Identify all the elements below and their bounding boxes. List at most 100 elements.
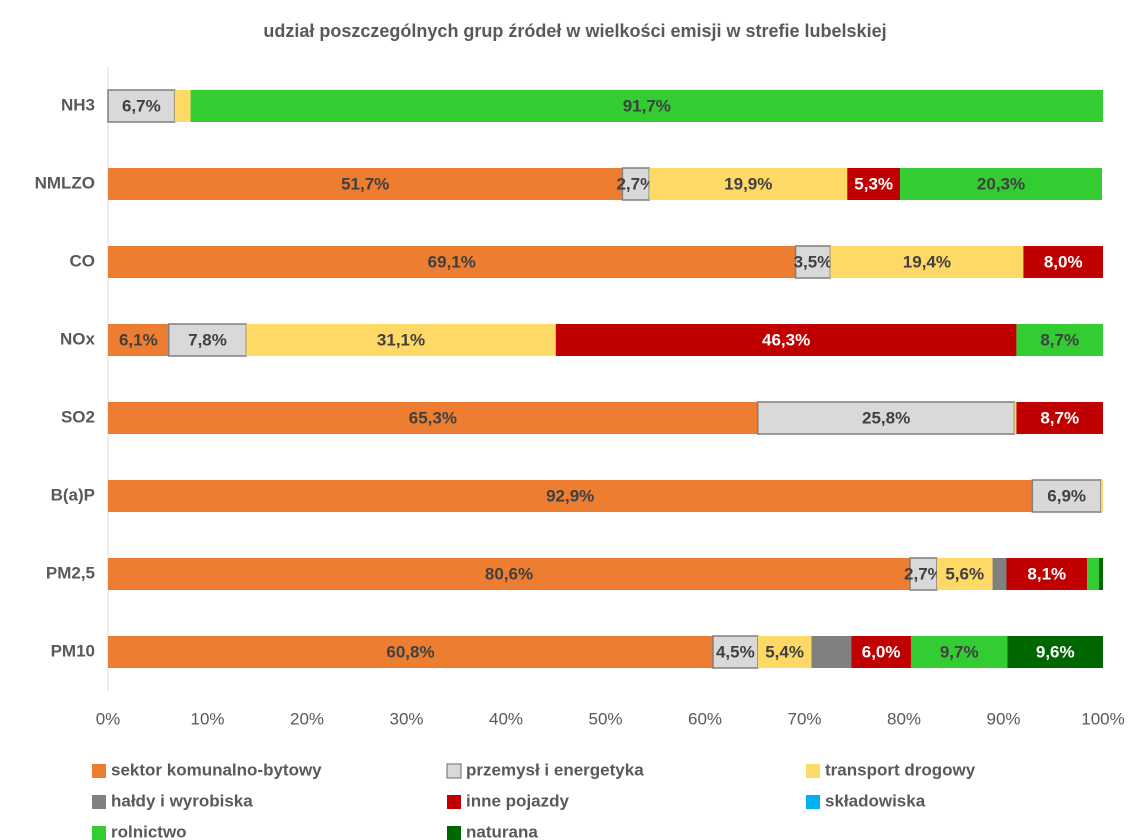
category-label: PM2,5 (46, 563, 95, 582)
legend-swatch (92, 826, 106, 840)
legend-label: sektor komunalno-bytowy (111, 760, 322, 779)
data-label: 92,9% (546, 486, 594, 505)
data-label: 3,5% (794, 252, 833, 271)
bar-segment (649, 168, 848, 200)
category-label: SO2 (61, 407, 95, 426)
bar-segment (811, 636, 852, 668)
data-label: 5,6% (945, 564, 984, 583)
data-label: 46,3% (762, 330, 810, 349)
bar-segment (900, 168, 1103, 200)
x-tick-label: 10% (190, 709, 224, 728)
bar-segment (108, 480, 1033, 512)
bar-segment (108, 324, 169, 356)
bar-segment (909, 557, 938, 591)
bar-segment (992, 558, 1007, 590)
bar-segment (1023, 246, 1103, 278)
x-tick-label: 0% (96, 709, 121, 728)
bar-segment (851, 636, 911, 668)
data-label: 51,7% (341, 174, 389, 193)
bar-segment (794, 245, 832, 279)
bar-segment (1087, 558, 1100, 590)
data-label: 7,8% (188, 330, 227, 349)
x-tick-label: 90% (986, 709, 1020, 728)
data-label: 6,9% (1047, 486, 1086, 505)
legend-swatch (92, 795, 106, 809)
data-label: 19,9% (724, 174, 772, 193)
bar-segment (190, 90, 1103, 122)
data-label: 20,3% (977, 174, 1025, 193)
bar-segment (1101, 480, 1103, 512)
bar-segment (167, 323, 248, 357)
bar-segment (936, 558, 993, 590)
legend-swatch (447, 826, 461, 840)
bar-segment (246, 324, 556, 356)
legend-label: naturana (466, 822, 538, 840)
x-tick-label: 40% (489, 709, 523, 728)
bar-segment (108, 402, 758, 434)
bar-segment (108, 168, 623, 200)
data-label: 6,1% (119, 330, 158, 349)
x-tick-label: 50% (588, 709, 622, 728)
category-label: NH3 (61, 95, 95, 114)
legend-label: rolnictwo (111, 822, 187, 840)
legend-label: hałdy i wyrobiska (111, 791, 253, 810)
data-label: 2,7% (616, 174, 655, 193)
bar-segment (847, 168, 901, 200)
bar-segment (1031, 479, 1102, 513)
bar-segment (1006, 558, 1088, 590)
data-label: 8,7% (1040, 330, 1079, 349)
legend-label: transport drogowy (825, 760, 976, 779)
bar-segment (1014, 402, 1017, 434)
bar-segment (1016, 324, 1103, 356)
data-label: 2,7% (904, 564, 943, 583)
bar-segment (621, 167, 651, 201)
bar-segment (830, 246, 1024, 278)
category-label: PM10 (51, 641, 95, 660)
data-label: 5,3% (854, 174, 893, 193)
legend-label: przemysł i energetyka (466, 760, 644, 779)
bar-segment (757, 636, 812, 668)
data-label: 8,1% (1027, 564, 1066, 583)
bar-segment (910, 636, 1008, 668)
x-tick-label: 70% (787, 709, 821, 728)
data-label: 4,5% (716, 642, 755, 661)
x-tick-label: 80% (887, 709, 921, 728)
data-label: 6,0% (862, 642, 901, 661)
bar-segment (1099, 558, 1103, 590)
data-label: 65,3% (409, 408, 457, 427)
bar-segment (108, 246, 796, 278)
legend-swatch (447, 795, 461, 809)
bar-segment (555, 324, 1017, 356)
chart-title: udział poszczególnych grup źródeł w wiel… (263, 21, 886, 41)
x-tick-label: 60% (688, 709, 722, 728)
legend-swatch (806, 795, 820, 809)
data-label: 25,8% (862, 408, 910, 427)
legend-label: inne pojazdy (466, 791, 570, 810)
bar-segment (108, 558, 910, 590)
x-tick-label: 30% (389, 709, 423, 728)
data-label: 8,7% (1040, 408, 1079, 427)
data-label: 80,6% (485, 564, 533, 583)
legend-swatch (92, 764, 106, 778)
legend-label: składowiska (825, 791, 926, 810)
data-label: 69,1% (428, 252, 476, 271)
category-label: NMLZO (35, 173, 95, 192)
bar-segment (1016, 402, 1103, 434)
legend-swatch (446, 763, 462, 779)
bar-segment (108, 636, 713, 668)
data-label: 19,4% (903, 252, 951, 271)
bar-segment (756, 401, 1016, 435)
data-label: 31,1% (377, 330, 425, 349)
data-label: 6,7% (122, 96, 161, 115)
bar-segment (174, 90, 191, 122)
data-label: 9,7% (940, 642, 979, 661)
legend-swatch (806, 764, 820, 778)
data-label: 91,7% (623, 96, 671, 115)
x-tick-label: 20% (290, 709, 324, 728)
category-label: B(a)P (51, 485, 95, 504)
data-label: 8,0% (1044, 252, 1083, 271)
category-label: CO (70, 251, 96, 270)
category-label: NOx (60, 329, 96, 348)
bar-segment (712, 635, 759, 669)
